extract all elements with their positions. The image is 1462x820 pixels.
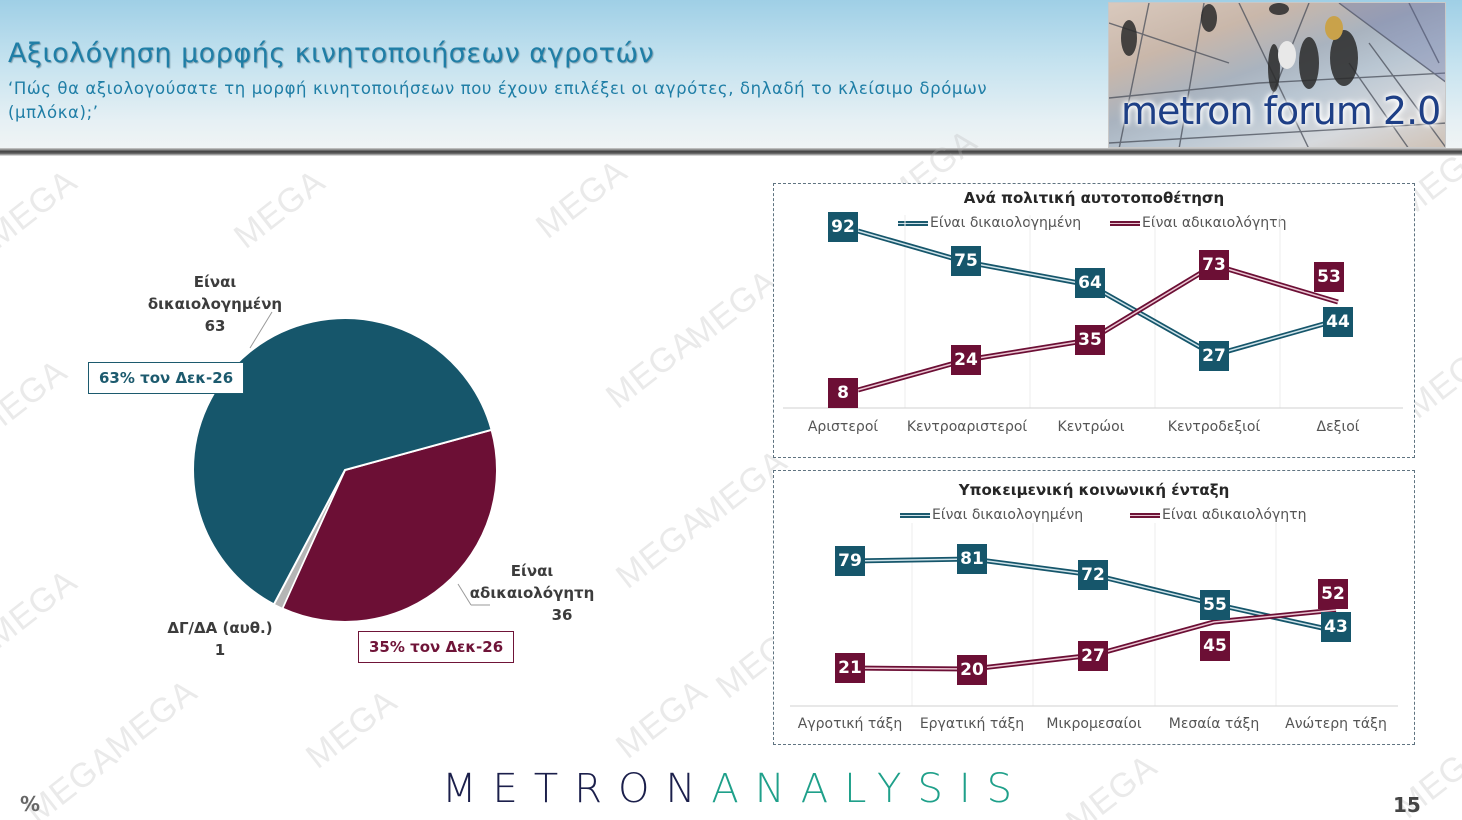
brand-logo-text: metron forum 2.0	[1121, 89, 1441, 133]
x-axis-label: Αριστεροί	[807, 419, 879, 435]
data-label: 64	[1075, 268, 1105, 298]
x-axis-label: Μικρομεσαίοι	[1046, 716, 1142, 732]
data-label: 73	[1199, 250, 1229, 280]
data-label: 44	[1323, 307, 1353, 337]
pie-label-justified: Είναι δικαιολογημένη 63	[147, 273, 283, 335]
plaza-photo-icon	[1109, 3, 1445, 147]
header-divider	[0, 148, 1462, 156]
data-label: 53	[1314, 262, 1344, 292]
legend-swatch-maroon	[1130, 512, 1160, 518]
data-label: 8	[828, 378, 858, 408]
watermark: MEGA	[1059, 747, 1165, 820]
pie-label-unjustified: Είναι αδικαιολόγητη 36	[469, 562, 595, 624]
pie-graphic	[192, 311, 499, 623]
data-label: 24	[951, 345, 981, 375]
callout-justified-prev: 63% τον Δεκ-26	[88, 362, 245, 394]
pie-chart: Είναι δικαιολογημένη 63 Είναι αδικαιολόγ…	[0, 0, 760, 760]
legend-swatch-maroon	[1110, 220, 1140, 226]
data-label: 52	[1318, 579, 1348, 609]
data-label: 20	[957, 655, 987, 685]
data-label: 21	[835, 653, 865, 683]
callout-unjustified-prev: 35% τον Δεκ-26	[358, 631, 515, 663]
x-axis-label: Κεντροδεξιοί	[1167, 419, 1261, 435]
legend-swatch-teal	[898, 220, 928, 226]
data-label: 45	[1200, 631, 1230, 661]
pie-slice-justified	[192, 317, 493, 606]
page-number: 15	[1393, 793, 1421, 817]
data-label: 75	[951, 246, 981, 276]
metron-analysis-logo: METRONANALYSIS	[442, 766, 1029, 812]
pie-label-dk-na: ΔΓ/ΔΑ (αυθ.) 1	[167, 619, 273, 659]
x-axis-label: Κεντροαριστεροί	[906, 419, 1028, 435]
data-label: 43	[1321, 612, 1351, 642]
data-label: 79	[835, 546, 865, 576]
pie-slice-unjustified	[281, 428, 499, 623]
unit-label: %	[20, 792, 41, 816]
x-axis-label: Αγροτική τάξη	[797, 716, 903, 732]
data-label: 27	[1199, 341, 1229, 371]
legend-swatch-teal	[900, 512, 930, 518]
legend-justified: Είναι δικαιολογημένη	[898, 215, 1081, 231]
chart-title: Ανά πολιτική αυτοτοποθέτηση	[963, 189, 1225, 207]
data-label: 92	[828, 212, 858, 242]
x-axis-label: Μεσαία τάξη	[1168, 716, 1260, 732]
legend-unjustified: Είναι αδικαιολόγητη	[1110, 215, 1286, 231]
x-axis-label: Ανώτερη τάξη	[1285, 716, 1387, 732]
data-label: 55	[1200, 590, 1230, 620]
chart-political-panel: Ανά πολιτική αυτοτοποθέτηση Είναι δικαιο…	[773, 183, 1415, 458]
x-axis-label: Εργατική τάξη	[919, 716, 1025, 732]
brand-image: metron forum 2.0	[1108, 2, 1446, 148]
data-label: 72	[1078, 560, 1108, 590]
data-label: 27	[1078, 641, 1108, 671]
x-axis-label: Δεξιοί	[1316, 419, 1360, 435]
data-label: 35	[1075, 325, 1105, 355]
slide-subtitle: ‘Πώς θα αξιολογούσατε τη μορφή κινητοποι…	[8, 79, 988, 122]
legend-unjustified: Είναι αδικαιολόγητη	[1130, 507, 1306, 523]
slide-title: Αξιολόγηση μορφής κινητοποιήσεων αγροτών	[8, 38, 655, 69]
data-label: 81	[957, 544, 987, 574]
legend-justified: Είναι δικαιολογημένη	[900, 507, 1083, 523]
x-axis-label: Κεντρώοι	[1057, 419, 1125, 435]
chart-title: Υποκειμενική κοινωνική ένταξη	[958, 481, 1230, 499]
